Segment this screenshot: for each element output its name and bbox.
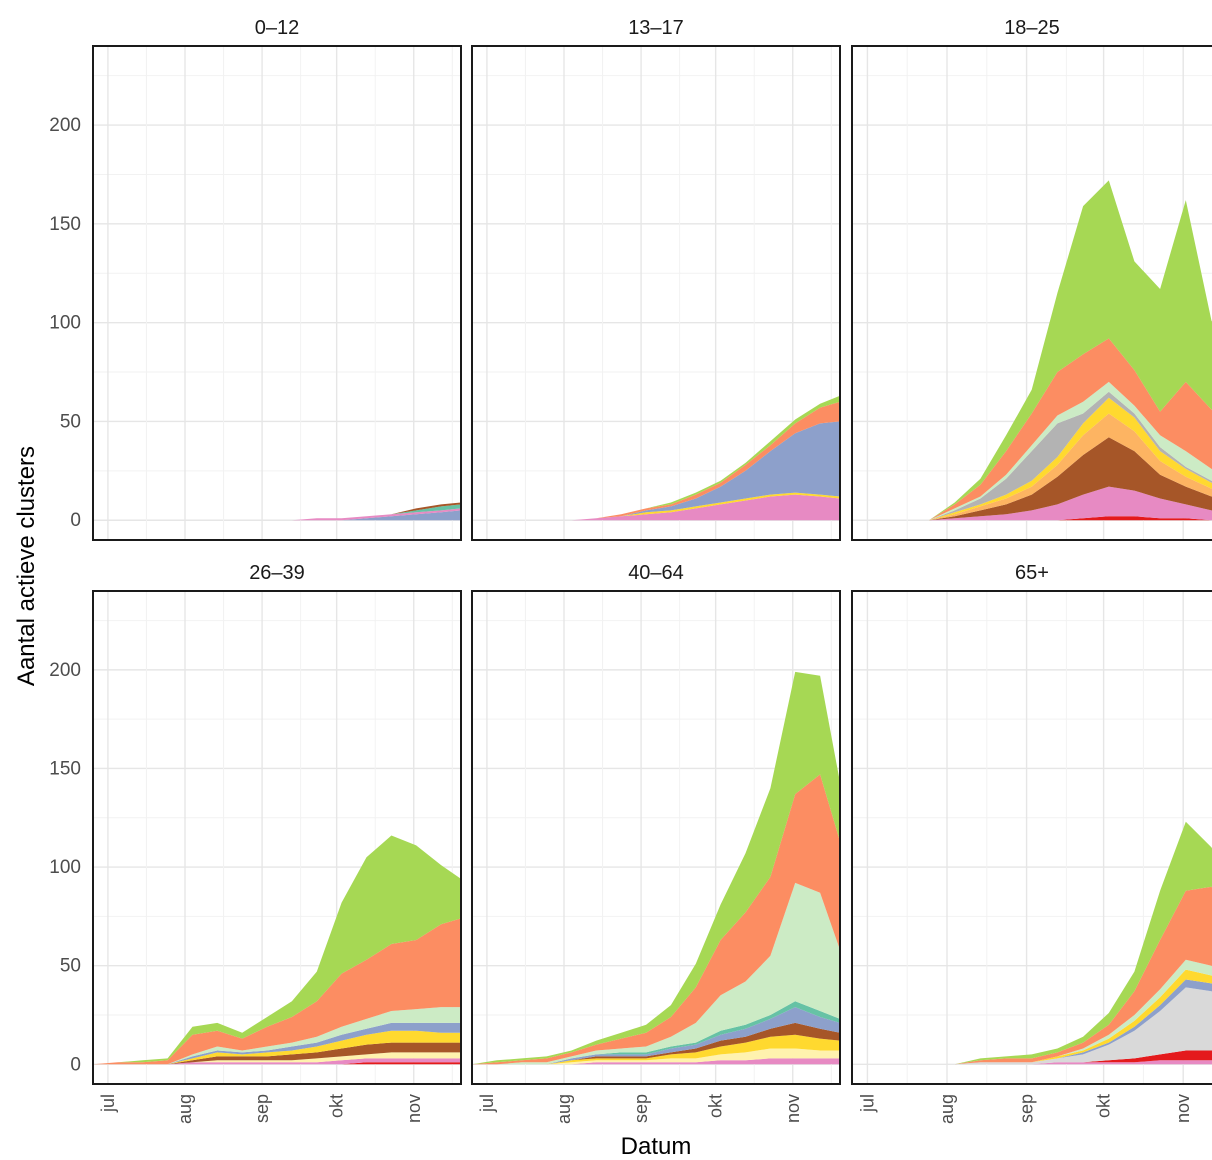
area-series-1: [472, 1058, 840, 1065]
panel-frame: [471, 45, 841, 541]
panel-frame: [92, 590, 462, 1085]
x-tick-label: aug: [554, 1094, 574, 1124]
panel-areas: [852, 180, 1212, 521]
area-series-3: [472, 1034, 840, 1065]
y-tick-label: 150: [49, 214, 81, 235]
area-series-9: [93, 835, 461, 1065]
facet-title: 13–17: [628, 17, 684, 39]
area-series-1: [93, 510, 461, 521]
panel-areas: [93, 502, 461, 521]
panel-5: 40–64: [471, 562, 841, 1085]
area-series-2: [852, 1050, 1212, 1065]
area-series-4: [472, 1022, 840, 1065]
y-tick-label: 100: [49, 857, 81, 878]
x-tick-label: nov: [404, 1094, 424, 1123]
area-series-7: [93, 1007, 461, 1065]
x-tick-label: sep: [631, 1094, 651, 1123]
panel-areas: [472, 395, 840, 521]
area-series-8: [852, 821, 1212, 1065]
x-tick-label: jul: [98, 1094, 118, 1113]
area-series-1: [472, 494, 840, 521]
facet-title: 0–12: [255, 17, 300, 39]
x-tick-label: jul: [857, 1094, 877, 1113]
x-tick-label: aug: [937, 1094, 957, 1124]
y-tick-label: 100: [49, 313, 81, 334]
panel-background: [93, 46, 461, 540]
panel-6: 65+: [851, 562, 1212, 1085]
x-tick-label: sep: [1017, 1094, 1037, 1123]
area-series-3: [852, 437, 1212, 521]
area-series-3: [93, 1052, 461, 1065]
panel-frame: [92, 45, 462, 541]
facet-title: 65+: [1015, 562, 1049, 584]
area-series-1: [852, 516, 1212, 521]
area-series-5: [93, 1030, 461, 1065]
area-series-6: [852, 959, 1212, 1065]
panel-frame: [471, 590, 841, 1085]
area-series-6: [472, 1001, 840, 1065]
x-tick-label: nov: [1173, 1094, 1193, 1123]
x-tick-label: nov: [783, 1094, 803, 1123]
area-series-1: [852, 1060, 1212, 1065]
area-series-4: [852, 413, 1212, 521]
x-tick-label: okt: [706, 1094, 726, 1118]
area-series-3: [852, 987, 1212, 1065]
area-series-1: [93, 1062, 461, 1065]
panel-areas: [472, 671, 840, 1065]
panel-areas: [852, 821, 1212, 1065]
area-series-4: [93, 1042, 461, 1065]
panel-2: 13–17: [471, 17, 841, 541]
area-series-2: [93, 1058, 461, 1065]
area-series-8: [472, 774, 840, 1065]
panel-4: 26–39: [92, 562, 462, 1085]
panel-grid: [93, 46, 461, 540]
y-tick-label: 0: [70, 1054, 81, 1075]
facet-title: 40–64: [628, 562, 684, 584]
y-tick-label: 150: [49, 758, 81, 779]
x-tick-label: okt: [327, 1094, 347, 1118]
x-tick-label: aug: [175, 1094, 195, 1124]
y-tick-label: 50: [60, 956, 81, 977]
y-axis-title: Aantal actieve clusters: [13, 446, 40, 686]
area-series-2: [93, 508, 461, 521]
x-tick-label: okt: [1094, 1094, 1114, 1118]
y-tick-label: 0: [70, 510, 81, 531]
y-tick-label: 200: [49, 115, 81, 136]
panel-3: 18–25: [851, 17, 1212, 541]
area-series-9: [852, 180, 1212, 521]
area-series-2: [472, 1048, 840, 1065]
area-series-9: [472, 671, 840, 1065]
facet-title: 18–25: [1004, 17, 1060, 39]
area-series-6: [93, 1022, 461, 1065]
area-series-8: [93, 918, 461, 1065]
area-series-8: [852, 338, 1212, 521]
facet-title: 26–39: [249, 562, 305, 584]
panel-areas: [93, 835, 461, 1065]
area-series-3: [472, 421, 840, 521]
x-tick-label: sep: [252, 1094, 272, 1123]
panel-frame: [851, 590, 1212, 1085]
area-series-7: [852, 886, 1212, 1065]
panel-1: 0–12: [92, 17, 462, 541]
area-series-7: [472, 882, 840, 1065]
x-axis-title: Datum: [621, 1133, 692, 1160]
y-tick-label: 50: [60, 411, 81, 432]
area-series-5: [852, 969, 1212, 1065]
area-series-5: [472, 1007, 840, 1065]
y-tick-label: 200: [49, 660, 81, 681]
panel-frame: [851, 45, 1212, 541]
area-series-2: [852, 486, 1212, 521]
x-tick-label: jul: [477, 1094, 497, 1113]
area-series-6: [852, 391, 1212, 521]
area-series-2: [472, 492, 840, 521]
